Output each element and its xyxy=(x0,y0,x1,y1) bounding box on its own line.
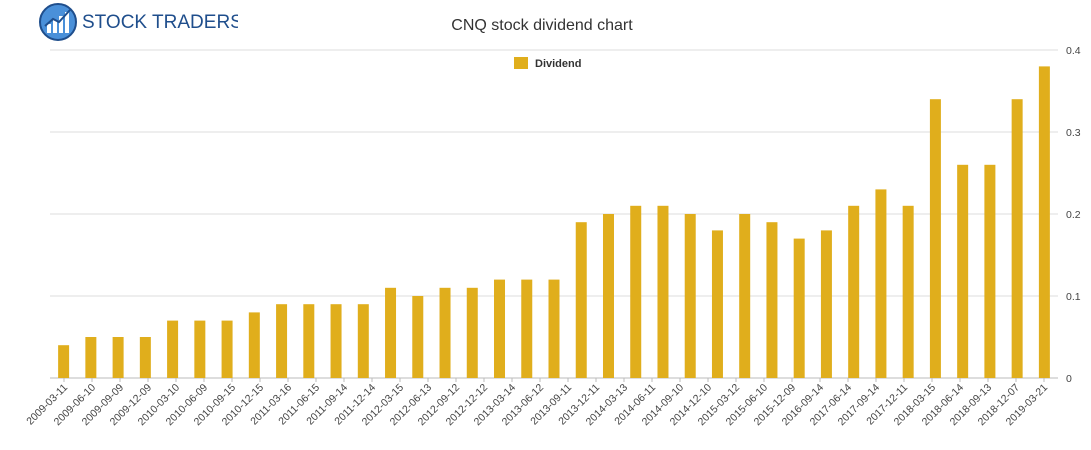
dividend-bar xyxy=(330,304,342,378)
logo-globe-icon xyxy=(39,3,77,41)
dividend-bar xyxy=(657,205,669,378)
y-axis: 0 0.1 0.2 0.3 0.4 xyxy=(1066,45,1081,385)
dividend-bar xyxy=(221,320,233,378)
dividend-bar xyxy=(139,337,151,378)
y-tick-label: 0.4 xyxy=(1066,45,1081,57)
dividend-bar xyxy=(929,99,941,378)
dividend-bar xyxy=(112,337,124,378)
dividend-bar xyxy=(248,312,260,378)
dividend-bar xyxy=(194,320,206,378)
brand-name: STOCK TRADERS xyxy=(82,12,238,33)
dividend-bar xyxy=(548,279,560,378)
y-tick-label: 0.2 xyxy=(1066,209,1081,221)
dividend-bar xyxy=(630,205,642,378)
dividend-bar xyxy=(276,304,288,378)
dividend-bar xyxy=(739,214,751,378)
dividend-bar xyxy=(820,230,832,378)
dividend-bar xyxy=(439,287,451,378)
dividend-bar xyxy=(848,205,860,378)
dividend-bar xyxy=(875,189,887,378)
dividend-bar xyxy=(167,320,179,378)
y-tick-label: 0.1 xyxy=(1066,291,1081,303)
dividend-bar xyxy=(521,279,533,378)
dividend-bar xyxy=(984,164,996,378)
dividend-bar xyxy=(711,230,723,378)
bars xyxy=(58,66,1050,379)
legend-swatch xyxy=(514,57,528,69)
dividend-bar xyxy=(85,337,97,378)
dividend-bar xyxy=(466,287,478,378)
dividend-bar xyxy=(602,214,614,378)
dividend-bar xyxy=(1038,66,1050,379)
y-tick-label: 0.3 xyxy=(1066,127,1081,139)
chart-title: CNQ stock dividend chart xyxy=(451,17,633,34)
legend: Dividend xyxy=(514,57,581,70)
x-axis: 2009-03-112009-06-102009-09-092009-12-09… xyxy=(24,378,1050,428)
dividend-bar xyxy=(357,304,369,378)
dividend-bar xyxy=(58,345,70,378)
dividend-bar xyxy=(793,238,805,378)
dividend-bar xyxy=(1011,99,1023,378)
dividend-bar xyxy=(766,222,778,378)
dividend-bar xyxy=(385,287,397,378)
dividend-bar xyxy=(902,205,914,378)
dividend-bar xyxy=(303,304,315,378)
dividend-bar xyxy=(412,296,424,378)
legend-label: Dividend xyxy=(535,58,581,70)
y-tick-label: 0 xyxy=(1066,373,1072,385)
dividend-bar xyxy=(494,279,506,378)
dividend-bar xyxy=(957,164,969,378)
dividend-bar xyxy=(575,222,587,378)
dividend-bar xyxy=(684,214,696,378)
brand-logo: STOCK TRADERS xyxy=(39,3,238,41)
